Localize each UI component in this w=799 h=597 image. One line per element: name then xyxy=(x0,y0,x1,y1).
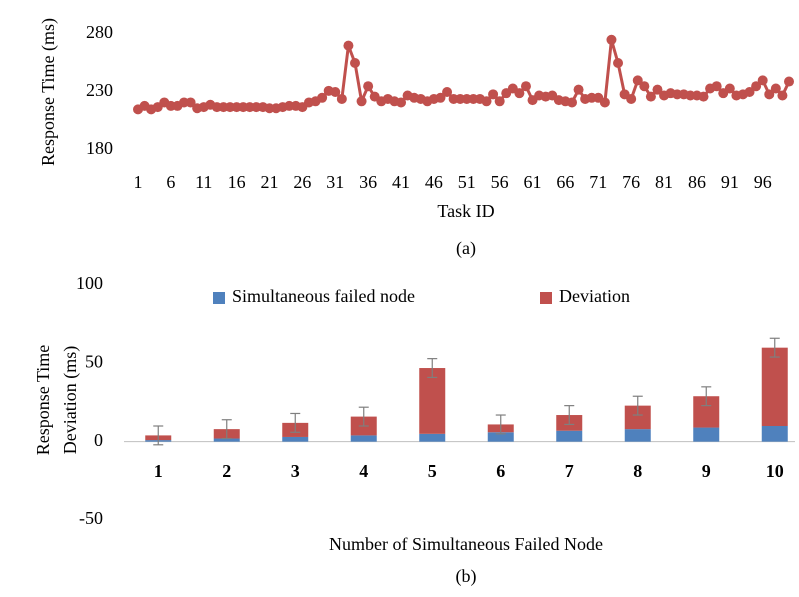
x-tick-label: 2 xyxy=(222,461,231,481)
bar-segment xyxy=(213,438,240,442)
x-tick-label: 56 xyxy=(491,172,509,192)
bar-segment xyxy=(624,405,651,430)
data-point xyxy=(626,93,637,104)
x-tick-label: 8 xyxy=(633,461,642,481)
data-point xyxy=(435,92,446,103)
data-point xyxy=(599,97,610,108)
data-point xyxy=(757,75,768,86)
data-point xyxy=(520,81,531,92)
x-tick-label: 31 xyxy=(326,172,344,192)
data-point xyxy=(396,97,407,108)
data-point xyxy=(514,88,525,99)
y-tick-label: 50 xyxy=(85,351,103,371)
data-point xyxy=(494,96,505,107)
data-point xyxy=(645,91,656,102)
data-point xyxy=(652,84,663,95)
legend-swatch xyxy=(540,292,552,304)
x-tick-label: 26 xyxy=(293,172,311,192)
legend-swatch xyxy=(213,292,225,304)
data-point xyxy=(185,97,196,108)
y-axis-label: Response Time (ms) xyxy=(38,18,59,166)
data-point xyxy=(744,87,755,97)
data-point xyxy=(764,89,775,100)
bar-segment xyxy=(419,368,446,434)
x-tick-label: 91 xyxy=(721,172,739,192)
x-axis-label: Task ID xyxy=(437,201,494,221)
data-point xyxy=(777,90,788,101)
bar-segment xyxy=(761,426,788,442)
data-point xyxy=(330,87,341,97)
x-tick-label: 1 xyxy=(154,461,163,481)
x-tick-label: 7 xyxy=(565,461,574,481)
data-point xyxy=(350,58,360,68)
y-tick-label: 180 xyxy=(86,138,113,158)
x-tick-label: 6 xyxy=(496,461,505,481)
x-tick-label: 4 xyxy=(359,461,368,481)
bar-segment xyxy=(624,429,651,442)
x-tick-label: 86 xyxy=(688,172,706,192)
bar-segment xyxy=(556,430,583,442)
x-axis-label: Number of Simultaneous Failed Node xyxy=(329,534,603,554)
x-tick-label: 6 xyxy=(166,172,175,192)
y-tick-label: 230 xyxy=(86,80,113,100)
y-tick-label: 280 xyxy=(86,22,113,42)
x-tick-label: 3 xyxy=(291,461,300,481)
data-point xyxy=(606,34,617,45)
x-tick-label: 16 xyxy=(228,172,246,192)
bar-segment xyxy=(419,433,446,442)
x-tick-label: 81 xyxy=(655,172,673,192)
x-tick-label: 5 xyxy=(428,461,437,481)
data-point xyxy=(356,96,367,107)
x-tick-label: 10 xyxy=(766,461,784,481)
x-tick-label: 96 xyxy=(754,172,772,192)
x-tick-label: 9 xyxy=(702,461,711,481)
bar-segment xyxy=(487,432,514,442)
data-point xyxy=(336,93,347,104)
bar-segment xyxy=(693,427,720,442)
y-axis-label: Response Time xyxy=(33,345,53,456)
x-tick-label: 41 xyxy=(392,172,410,192)
y-tick-label: 100 xyxy=(76,273,103,293)
x-tick-label: 51 xyxy=(458,172,476,192)
data-point xyxy=(751,81,762,92)
caption: (a) xyxy=(456,238,476,259)
x-tick-label: 36 xyxy=(359,172,377,192)
bar-segment xyxy=(282,436,309,442)
bar-segment xyxy=(761,347,788,426)
x-tick-label: 61 xyxy=(524,172,542,192)
data-point xyxy=(639,81,650,92)
data-point xyxy=(698,91,709,102)
x-tick-label: 76 xyxy=(622,172,640,192)
data-point xyxy=(711,81,722,92)
data-point xyxy=(724,83,735,94)
data-point xyxy=(770,83,781,94)
data-point xyxy=(632,75,643,86)
data-point xyxy=(613,58,624,68)
y-tick-label: 0 xyxy=(94,430,103,450)
x-tick-label: 66 xyxy=(556,172,574,192)
bar-segment xyxy=(350,435,377,442)
x-tick-label: 71 xyxy=(589,172,607,192)
data-point xyxy=(343,40,354,51)
data-point xyxy=(567,97,577,108)
x-tick-label: 11 xyxy=(195,172,212,192)
x-tick-label: 1 xyxy=(134,172,143,192)
legend-label: Simultaneous failed node xyxy=(232,286,415,306)
data-point xyxy=(442,87,453,97)
caption: (b) xyxy=(456,566,477,587)
data-point xyxy=(481,96,492,107)
data-point xyxy=(488,89,499,100)
x-tick-label: 21 xyxy=(261,172,279,192)
legend-label: Deviation xyxy=(559,286,630,306)
data-point xyxy=(363,81,374,92)
x-tick-label: 46 xyxy=(425,172,443,192)
data-point xyxy=(784,76,794,87)
y-axis-label: Deviation (ms) xyxy=(60,346,81,454)
data-point xyxy=(573,84,584,95)
data-point xyxy=(317,92,328,103)
y-tick-label: -50 xyxy=(79,508,103,528)
